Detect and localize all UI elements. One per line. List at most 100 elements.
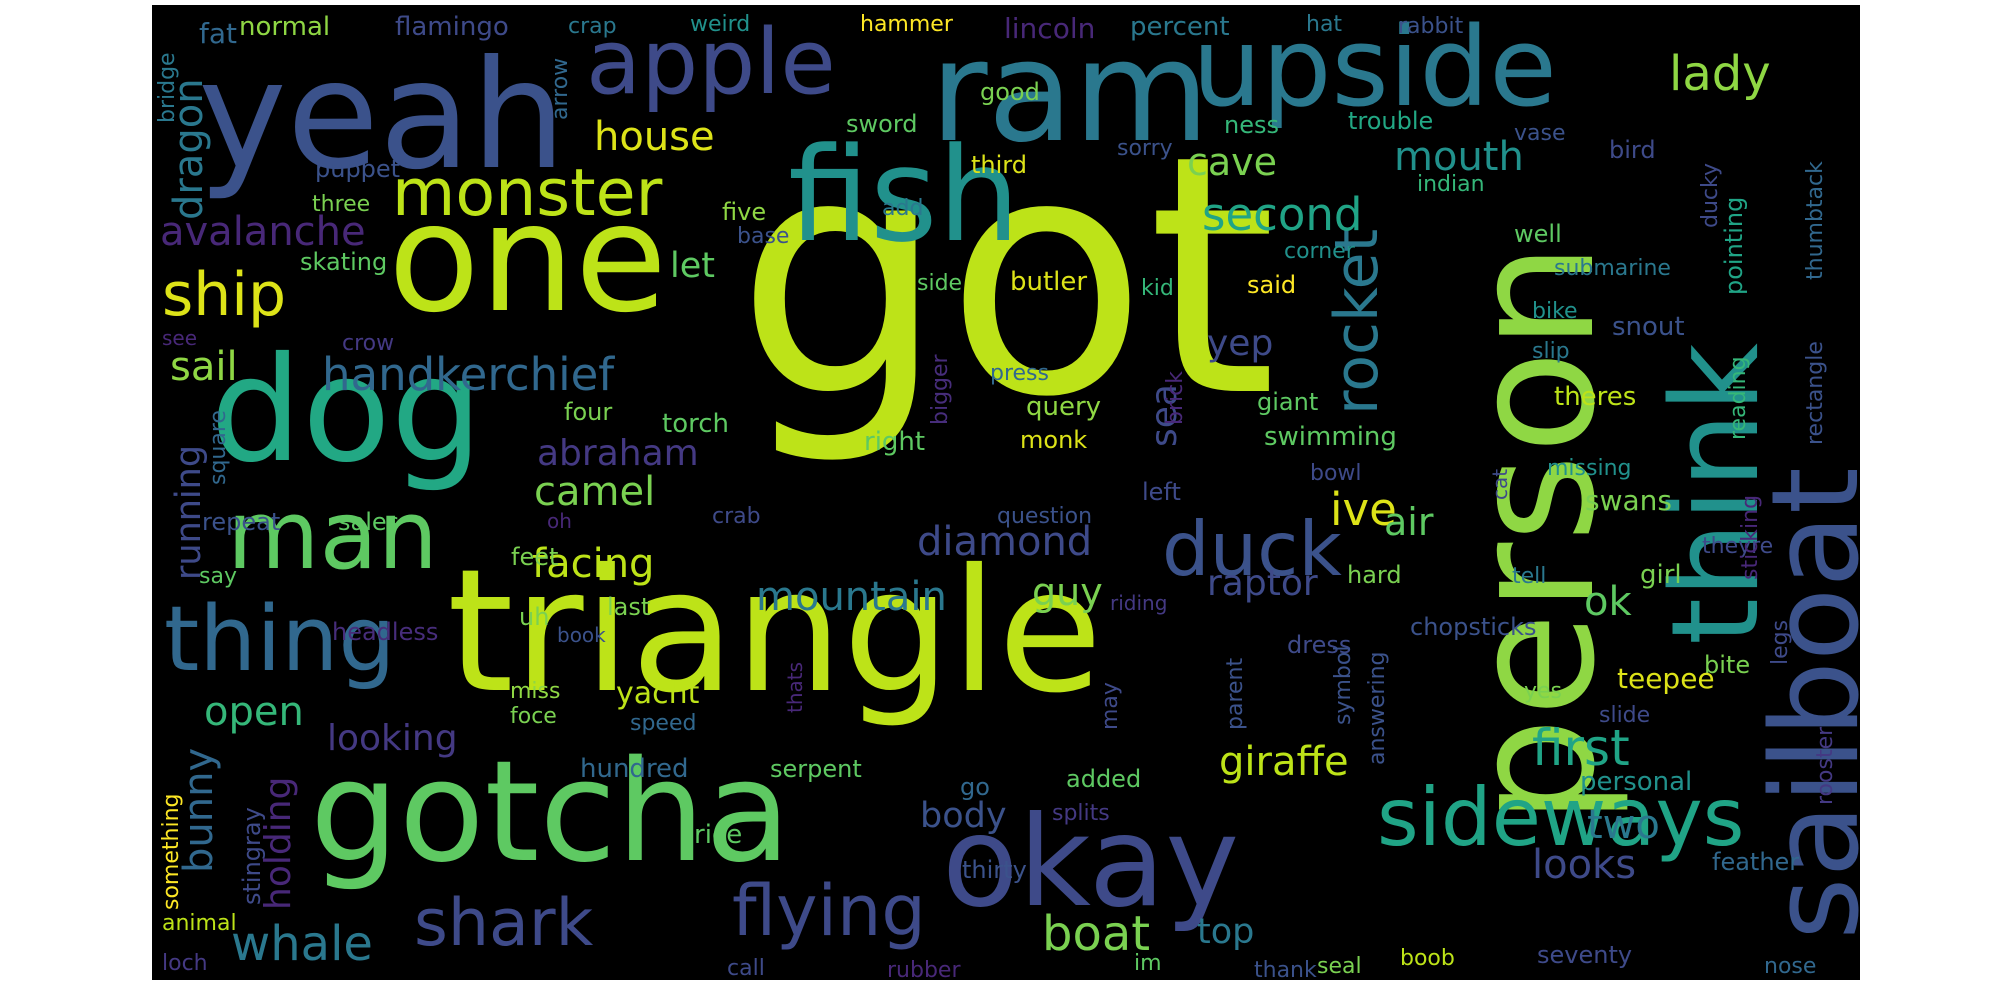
word-last: last xyxy=(607,593,650,621)
word-side: side xyxy=(917,271,962,296)
word-ducky: ducky xyxy=(1698,163,1723,228)
word-repeat: repeat xyxy=(202,508,280,536)
word-rooster: rooster xyxy=(1813,726,1838,805)
word-stingray: stingray xyxy=(238,807,266,905)
word-pointing: pointing xyxy=(1720,197,1748,295)
word-good: good xyxy=(980,78,1040,106)
word-tell: tell xyxy=(1512,564,1546,589)
word-crap: crap xyxy=(568,14,617,39)
word-fish: fish xyxy=(788,119,1020,271)
word-abraham: abraham xyxy=(537,433,699,474)
word-raptor: raptor xyxy=(1207,563,1318,604)
word-left: left xyxy=(1142,478,1181,506)
word-yeah: yeah xyxy=(198,29,566,203)
word-handkerchief: handkerchief xyxy=(322,348,615,401)
word-boob: boob xyxy=(1400,946,1455,971)
word-press: press xyxy=(990,361,1049,386)
word-five: five xyxy=(722,198,766,226)
word-rabbit: rabbit xyxy=(1398,14,1464,39)
word-add: add xyxy=(882,196,923,221)
word-answering: answering xyxy=(1365,652,1390,765)
word-theres: theres xyxy=(1554,382,1636,412)
word-ship: ship xyxy=(162,260,286,330)
word-said: said xyxy=(1247,271,1296,299)
word-see: see xyxy=(162,326,197,350)
word-crow: crow xyxy=(342,331,394,356)
word-swans: swans xyxy=(1585,484,1672,517)
word-cave: cave xyxy=(1187,140,1277,184)
word-facing: facing xyxy=(532,541,654,587)
word-hundred: hundred xyxy=(580,754,689,784)
word-ram: ram xyxy=(930,11,1210,174)
word-fat: fat xyxy=(199,17,237,50)
word-teepee: teepee xyxy=(1617,662,1715,695)
word-symbol: symbol xyxy=(1331,646,1356,725)
word-submarine: submarine xyxy=(1554,256,1671,281)
word-sail: sail xyxy=(170,344,238,390)
word-man: man xyxy=(227,481,438,591)
word-rectangle: rectangle xyxy=(1803,341,1828,445)
word-apple: apple xyxy=(586,10,836,115)
word-sales: sales xyxy=(338,508,399,536)
word-feather: feather xyxy=(1712,848,1799,876)
word-sorry: sorry xyxy=(1117,136,1173,161)
word-oh: oh xyxy=(547,509,572,533)
word-cloud: got triangle one person yeah dog ram fish gotcha… xyxy=(152,5,1860,980)
word-call: call xyxy=(727,956,765,980)
word-something: something xyxy=(159,794,184,910)
word-mouth: mouth xyxy=(1394,134,1524,180)
word-book: book xyxy=(557,623,606,647)
word-one: one xyxy=(388,172,667,346)
word-may: may xyxy=(1098,682,1123,730)
word-rubber: rubber xyxy=(887,958,961,980)
word-parent: parent xyxy=(1223,658,1248,730)
word-triangle: triangle xyxy=(447,533,1102,731)
word-running: running xyxy=(169,445,209,580)
word-sailboat: sailboat xyxy=(1747,467,1860,940)
word-corner: corner xyxy=(1284,239,1356,264)
word-dragon: dragon xyxy=(166,78,212,220)
word-house: house xyxy=(594,114,715,160)
word-four: four xyxy=(564,398,612,426)
word-arrow: arrow xyxy=(548,58,573,120)
word-animal: animal xyxy=(162,911,237,936)
word-looks: looks xyxy=(1532,842,1636,888)
word-riding: riding xyxy=(1110,591,1167,615)
word-indian: indian xyxy=(1417,172,1485,197)
word-thank: thank xyxy=(1254,958,1317,980)
word-butler: butler xyxy=(1010,267,1087,297)
word-two: two xyxy=(1587,802,1660,848)
word-flamingo: flamingo xyxy=(395,12,509,42)
word-sword: sword xyxy=(846,110,918,138)
word-bunny: bunny xyxy=(176,748,222,873)
word-seventy: seventy xyxy=(1537,941,1632,969)
word-lady: lady xyxy=(1669,46,1771,102)
word-let: let xyxy=(670,246,715,286)
word-say: say xyxy=(199,564,237,589)
word-yep: yep xyxy=(1207,323,1273,364)
word-yes: yes xyxy=(1524,679,1562,704)
word-shark: shark xyxy=(414,886,594,961)
word-sideways: sideways xyxy=(1377,771,1744,864)
word-kid: kid xyxy=(1141,276,1174,301)
word-dog: dog xyxy=(210,326,483,495)
word-feet: feet xyxy=(511,543,558,571)
word-bird: bird xyxy=(1609,136,1656,164)
word-yacht: yacht xyxy=(616,676,700,711)
word-sticking: sticking xyxy=(1738,495,1763,580)
word-thirty: thirty xyxy=(962,856,1027,884)
word-lincoln: lincoln xyxy=(1004,12,1095,45)
word-dress: dress xyxy=(1287,631,1351,659)
word-splits: splits xyxy=(1052,801,1110,826)
word-miss: miss xyxy=(510,679,560,704)
word-snout: snout xyxy=(1612,312,1685,342)
word-puppet: puppet xyxy=(315,155,400,183)
word-bite: bite xyxy=(1704,651,1750,679)
word-rocket: rocket xyxy=(1322,229,1392,415)
word-thumbtack: thumbtack xyxy=(1803,161,1828,280)
word-trouble: trouble xyxy=(1348,107,1433,135)
word-sea: sea xyxy=(1144,384,1185,447)
word-first: first xyxy=(1532,719,1630,777)
word-skating: skating xyxy=(300,248,387,276)
